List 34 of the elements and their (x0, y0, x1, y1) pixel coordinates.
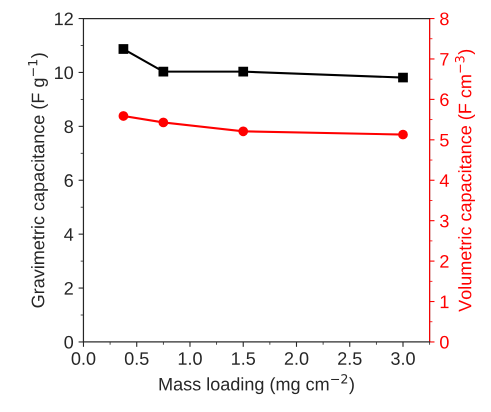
x-tick-label: 2.0 (284, 352, 308, 365)
point (398, 130, 408, 140)
y-tick-label: 4 (64, 228, 74, 241)
point (118, 111, 128, 121)
x-tick-label: 1.5 (232, 352, 256, 365)
point (238, 66, 248, 76)
point (158, 118, 168, 128)
x-tick-label: 0.5 (124, 352, 149, 365)
x-axis-title: Mass loading (mg cm$^{−2}$) (160, 374, 354, 394)
y-tick-label: 8 (64, 120, 73, 134)
y2-tick-label: 6 (440, 93, 449, 106)
y2-tick-label: 2 (440, 255, 448, 268)
y2-tick-label: 7 (440, 53, 448, 66)
point (118, 44, 128, 54)
x-tick-label: 3.0 (391, 352, 415, 365)
x-tick-label: 1.0 (178, 352, 202, 365)
y-axis-title: Gravimetric capacitance (F g$^{−1}$) (28, 53, 48, 308)
y-tick-label: 10 (55, 66, 74, 80)
point (398, 72, 408, 82)
y2-axis-title: Volumetric capacitance (F cm$^{−3}$) (454, 50, 475, 312)
x-tick-label: 0.0 (72, 352, 96, 365)
y-tick-label: 0 (64, 336, 74, 349)
y2-tick-label: 5 (440, 134, 449, 147)
y-tick-label: 12 (55, 12, 73, 26)
y2-tick-label: 0 (440, 336, 449, 349)
point (238, 126, 248, 136)
x-tick-label: 2.5 (338, 352, 362, 365)
y2-tick-label: 8 (440, 12, 449, 26)
y-tick-label: 2 (64, 282, 73, 295)
y2-tick-label: 3 (440, 214, 449, 228)
point (158, 66, 168, 76)
y2-tick-label: 4 (440, 174, 449, 187)
y2-tick-label: 1 (440, 296, 449, 308)
y-tick-label: 6 (64, 174, 73, 187)
